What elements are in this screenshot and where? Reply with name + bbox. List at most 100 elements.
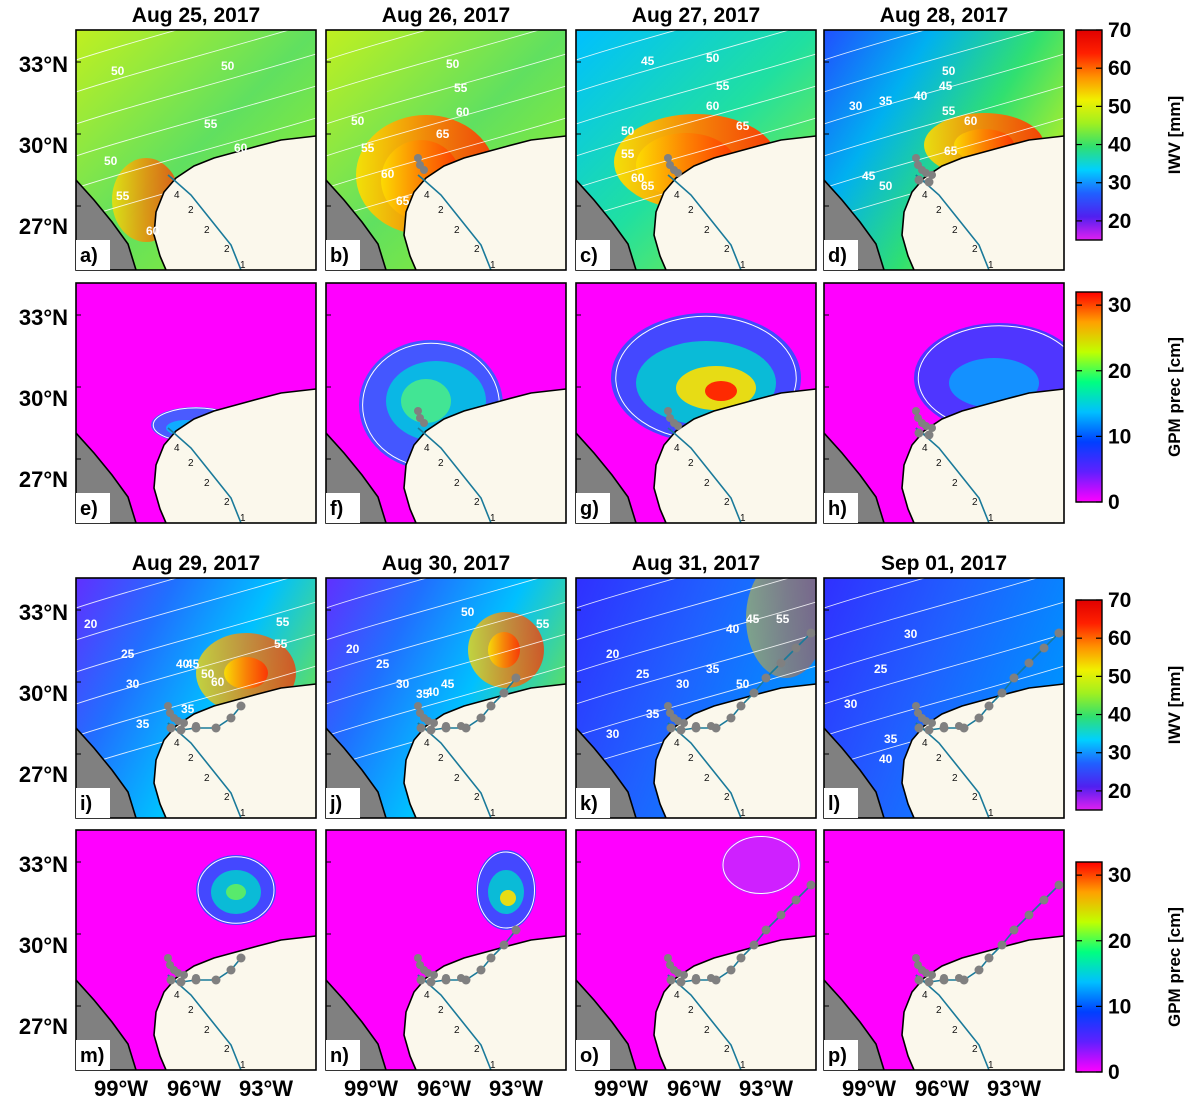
- latitude-label: 27°N: [19, 1014, 68, 1039]
- gulf-of-mexico: [902, 684, 1064, 818]
- track-point: [940, 974, 948, 982]
- track-point: [236, 701, 246, 711]
- contour-label: 45: [862, 169, 876, 183]
- track-category-label: 2: [224, 497, 230, 508]
- iwv-contour-line: [576, 85, 816, 157]
- hurricane-track: [417, 427, 492, 523]
- panel-title: Sep 01, 2017: [881, 552, 1007, 575]
- contour-label: 50: [221, 59, 235, 73]
- panel-label-box: [326, 788, 360, 818]
- contour-label: 60: [631, 171, 645, 185]
- iwv-contour-line: [76, 30, 179, 61]
- track-category-label: 2: [952, 225, 958, 236]
- track-category-label: 4: [922, 990, 928, 1001]
- colorbar-tick-label: 40: [1108, 134, 1131, 157]
- track-category-label: 2: [438, 458, 444, 469]
- panel-label: a): [80, 245, 98, 267]
- panel-label: p): [828, 1045, 847, 1067]
- iwv-contour-line: [576, 601, 816, 673]
- gulf-of-mexico: [654, 936, 816, 1070]
- contour-label: 35: [879, 94, 893, 108]
- track-point: [984, 701, 994, 711]
- colorbar-title: GPM prec [cm]: [1165, 907, 1184, 1027]
- hurricane-track: [167, 174, 242, 270]
- colorbar-tick-label: 20: [1108, 930, 1131, 953]
- track-point: [928, 171, 936, 179]
- contour-label: 65: [944, 144, 958, 158]
- contour-label: 45: [939, 79, 953, 93]
- track-point: [680, 971, 688, 979]
- colorbar-tick-label: 30: [1108, 742, 1131, 765]
- contour-label: 55: [942, 104, 956, 118]
- longitude-label: 96°W: [915, 1076, 969, 1101]
- track-point: [226, 965, 236, 975]
- track-category-label: 2: [474, 792, 480, 803]
- contour-label: 25: [874, 662, 888, 676]
- track-point: [180, 971, 188, 979]
- track-category-label: 2: [204, 478, 210, 489]
- contour-label: 30: [849, 99, 863, 113]
- track-point: [955, 974, 963, 982]
- track-category-label: 1: [988, 1060, 994, 1071]
- colorbar-tick-label: 60: [1108, 57, 1131, 80]
- track-category-label: 2: [188, 1005, 194, 1016]
- panel-label: n): [330, 1045, 349, 1067]
- track-point: [226, 713, 236, 723]
- contour-label: 30: [904, 627, 918, 641]
- track-category-label: 2: [474, 1044, 480, 1055]
- contour-label: 35: [136, 717, 150, 731]
- iwv-maximum-region: [224, 657, 268, 689]
- track-point: [176, 725, 186, 735]
- gulf-of-mexico: [902, 936, 1064, 1070]
- contour-label: 35: [181, 702, 195, 716]
- iwv-contour-line: [576, 578, 679, 609]
- latitude-label: 33°N: [19, 600, 68, 625]
- iwv-contour-line: [326, 30, 429, 61]
- track-point: [666, 723, 676, 733]
- track-category-label: 2: [704, 225, 710, 236]
- track-point: [236, 953, 246, 963]
- precip-contour-line: [197, 856, 275, 924]
- contour-label: 40: [176, 657, 190, 671]
- gulf-of-mexico: [154, 684, 316, 818]
- track-point: [924, 177, 934, 187]
- iwv-colorbar: [1075, 599, 1103, 811]
- contour-label: 50: [706, 51, 720, 65]
- colorbar-tick-label: 50: [1108, 665, 1131, 688]
- track-point: [420, 419, 428, 427]
- track-category-label: 4: [424, 190, 430, 201]
- contour-label: 30: [844, 697, 858, 711]
- panel-label-box: [326, 493, 360, 523]
- track-point: [676, 725, 686, 735]
- track-point: [692, 974, 700, 982]
- latitude-label: 33°N: [19, 305, 68, 330]
- track-point: [1024, 658, 1034, 668]
- iwv-contour-line: [76, 601, 316, 673]
- panel-label: h): [828, 498, 847, 520]
- panel-label: g): [580, 498, 599, 520]
- track-category-label: 2: [936, 458, 942, 469]
- track-category-label: 2: [438, 205, 444, 216]
- colorbar-tick-label: 0: [1108, 491, 1120, 514]
- colorbar-tick-label: 10: [1108, 425, 1131, 448]
- track-point: [776, 658, 786, 668]
- contour-label: 20: [346, 642, 360, 656]
- track-point: [726, 713, 736, 723]
- iwv-contour-line: [824, 30, 1039, 93]
- longitude-label: 99°W: [842, 1076, 896, 1101]
- iwv-contour-line: [824, 53, 1064, 125]
- iwv-contour-line: [576, 117, 816, 189]
- track-category-label: 2: [224, 792, 230, 803]
- panel-frame: [823, 29, 1065, 271]
- track-point: [414, 702, 422, 710]
- contour-label: 35: [884, 732, 898, 746]
- longitude-label: 96°W: [667, 1076, 721, 1101]
- track-category-label: 2: [936, 753, 942, 764]
- contour-label: 40: [726, 622, 740, 636]
- track-category-label: 2: [204, 773, 210, 784]
- contour-label: 50: [201, 667, 215, 681]
- iwv-contour-line: [76, 30, 291, 93]
- track-category-label: 2: [936, 205, 942, 216]
- track-point: [666, 975, 676, 985]
